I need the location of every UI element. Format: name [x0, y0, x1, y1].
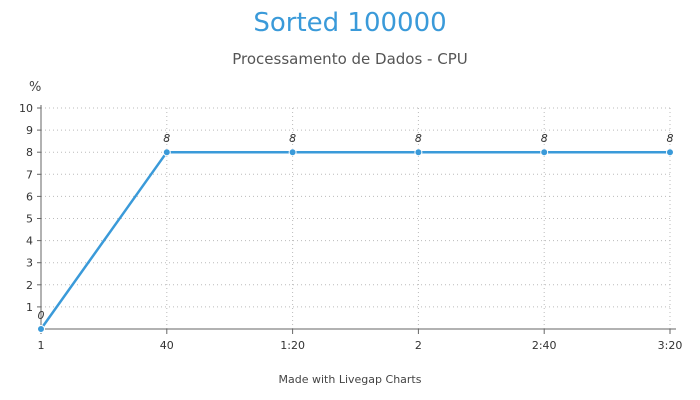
axes [40, 105, 676, 333]
data-label: 8 [415, 132, 422, 145]
data-label: 8 [289, 132, 296, 145]
x-tick-label: 2:40 [532, 339, 557, 352]
credit-text: Made with Livegap Charts [278, 373, 422, 386]
y-tick-label: 8 [26, 146, 33, 159]
x-tick-label: 2 [415, 339, 422, 352]
data-point [666, 148, 674, 157]
x-tick-label: 1:20 [280, 339, 305, 352]
x-tick-label: 40 [160, 339, 174, 352]
y-tick-label: 3 [26, 257, 33, 270]
data-labels: 0 8 8 8 8 8 [38, 132, 674, 322]
data-point [540, 148, 549, 157]
y-tick-label: 7 [26, 168, 33, 181]
data-point [37, 325, 45, 333]
data-label: 8 [667, 132, 674, 145]
data-point [162, 148, 171, 157]
y-axis-unit-label: % [29, 80, 41, 95]
data-point [288, 148, 297, 157]
y-tick-label: 1 [26, 301, 33, 314]
grid-lines [41, 107, 671, 329]
series-group [37, 148, 674, 333]
y-tick-label: 9 [26, 124, 33, 137]
data-point [414, 148, 423, 157]
series-line [39, 150, 670, 330]
chart-subtitle: Processamento de Dados - CPU [232, 50, 468, 68]
data-label: 8 [163, 132, 170, 145]
y-tick-label: 4 [26, 235, 33, 248]
chart-title: Sorted 100000 [253, 8, 447, 38]
y-tick-label: 6 [26, 190, 33, 203]
y-tick-label: 5 [26, 213, 33, 226]
data-label: 0 [38, 309, 45, 322]
x-axis-ticks: 1 40 1:20 2 2:40 3:20 [38, 329, 683, 352]
data-label: 8 [541, 132, 548, 145]
x-tick-label: 1 [38, 339, 45, 352]
y-axis-ticks: 1 2 3 4 5 6 7 8 9 10 [19, 102, 41, 314]
x-tick-label: 3:20 [658, 339, 683, 352]
y-tick-label: 10 [19, 102, 33, 115]
y-tick-label: 2 [26, 279, 33, 292]
